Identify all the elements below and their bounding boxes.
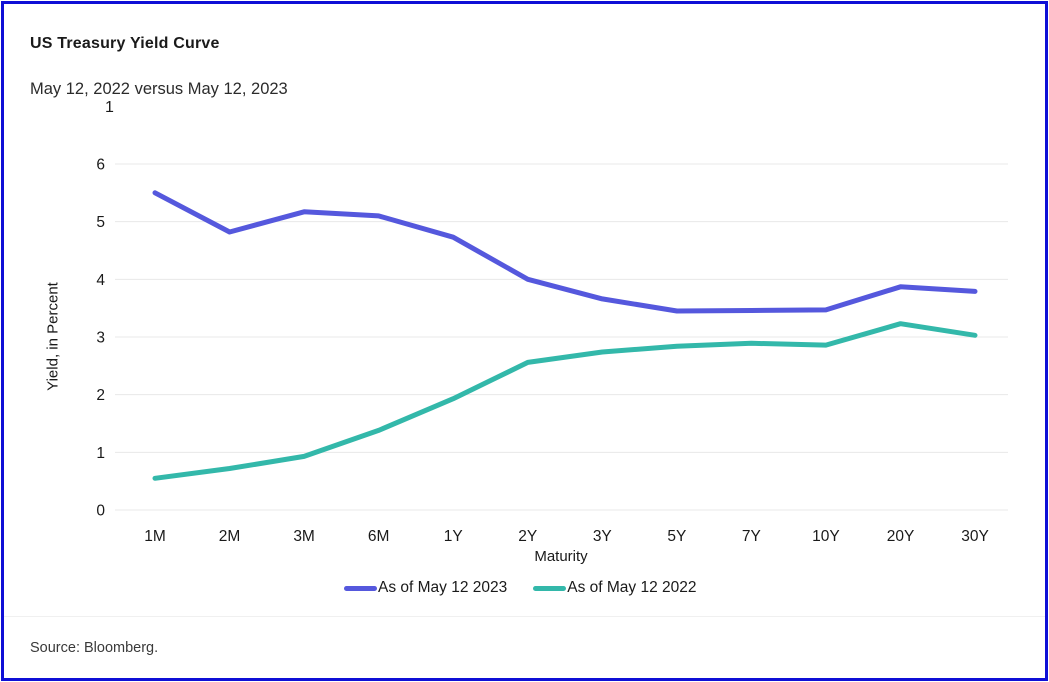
- x-tick-label: 30Y: [961, 528, 989, 545]
- footnote-marker: 1: [105, 99, 114, 116]
- y-tick-label: 2: [96, 387, 105, 404]
- legend-item-2022: As of May 12 2022: [533, 579, 697, 597]
- x-tick-label: 2M: [219, 528, 241, 545]
- chart-subtitle: May 12, 2022 versus May 12, 2023: [30, 80, 288, 98]
- legend-swatch-2022-icon: [533, 585, 567, 591]
- x-axis-title: Maturity: [534, 548, 588, 565]
- x-tick-label: 5Y: [667, 528, 686, 545]
- chart-legend: As of May 12 2023 As of May 12 2022: [344, 579, 697, 597]
- legend-label-2022: As of May 12 2022: [567, 579, 697, 596]
- legend-item-2023: As of May 12 2023: [344, 579, 507, 597]
- y-tick-label: 0: [96, 503, 105, 520]
- x-tick-label: 2Y: [518, 528, 537, 545]
- x-tick-label: 3M: [293, 528, 315, 545]
- y-tick-label: 5: [96, 214, 105, 231]
- legend-swatch-2023-icon: [344, 585, 377, 591]
- series-line-2023: [152, 190, 978, 314]
- x-tick-label: 1M: [144, 528, 166, 545]
- series-line-2022: [152, 321, 978, 481]
- x-tick-label: 7Y: [742, 528, 761, 545]
- x-tick-label: 3Y: [593, 528, 612, 545]
- y-tick-label: 3: [96, 329, 105, 346]
- y-tick-label: 1: [96, 445, 105, 462]
- chart-title: US Treasury Yield Curve: [30, 35, 220, 52]
- y-tick-label: 6: [96, 156, 105, 173]
- legend-label-2023: As of May 12 2023: [378, 579, 508, 596]
- x-tick-label: 10Y: [812, 528, 840, 545]
- x-tick-label: 20Y: [887, 528, 915, 545]
- x-tick-label: 1Y: [444, 528, 463, 545]
- y-tick-label: 4: [96, 272, 105, 289]
- y-axis-title: Yield, in Percent: [44, 282, 62, 391]
- source-attribution: Source: Bloomberg.: [30, 640, 159, 656]
- x-tick-label: 6M: [368, 528, 390, 545]
- footer-divider: [4, 616, 1045, 617]
